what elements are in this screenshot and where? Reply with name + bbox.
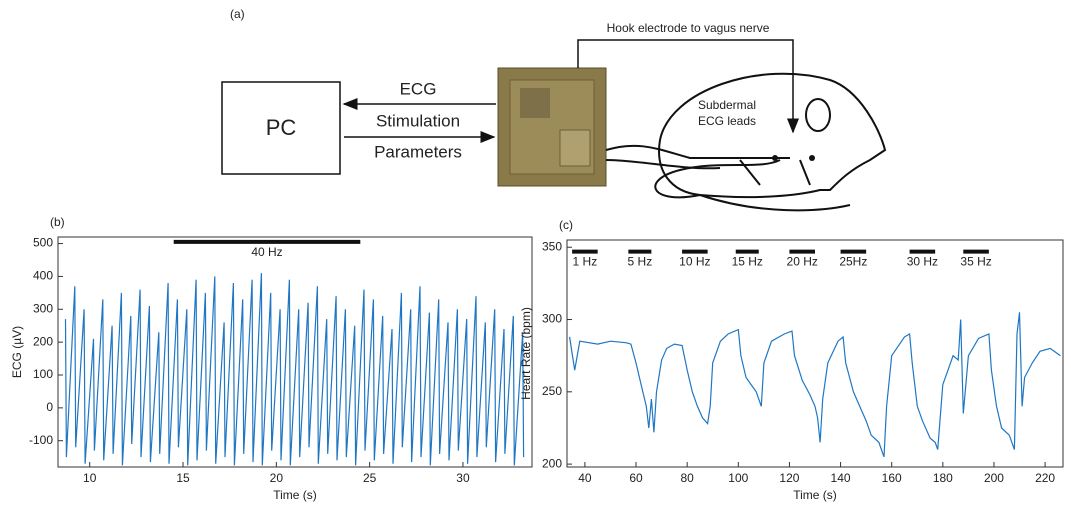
pc-box <box>221 81 341 175</box>
stim-label: 20 Hz <box>787 255 818 269</box>
panel-label: (c) <box>559 218 573 232</box>
pc-label: PC <box>266 115 297 140</box>
x-tick-label: 180 <box>933 471 953 485</box>
y-tick-label: -100 <box>29 433 53 447</box>
x-tick-label: 60 <box>629 471 643 485</box>
chip <box>497 67 607 187</box>
x-tick-label: 220 <box>1035 471 1055 485</box>
panel-label: (b) <box>50 215 65 229</box>
plot-frame <box>57 236 533 468</box>
x-tick-label: 200 <box>984 471 1004 485</box>
panel-label: (a) <box>230 7 245 21</box>
data-line <box>64 273 525 466</box>
y-tick-label: 300 <box>33 301 53 315</box>
hook-line <box>577 39 799 134</box>
stim-label: Stimulation <box>376 111 460 130</box>
x-tick-label: 20 <box>270 471 284 485</box>
y-tick-label: 0 <box>46 400 53 414</box>
y-tick-label: 200 <box>33 334 53 348</box>
y-tick-label: 200 <box>542 456 562 470</box>
stim-label: 15 Hz <box>732 255 763 269</box>
rat <box>605 72 887 212</box>
ecg-label: ECG <box>400 79 437 98</box>
lead-dot <box>809 155 815 161</box>
plot-frame <box>566 239 1064 468</box>
hook-label: Hook electrode to vagus nerve <box>607 21 770 35</box>
x-tick-label: 30 <box>456 471 470 485</box>
stim-label: 5 Hz <box>628 255 653 269</box>
x-tick-label: 10 <box>83 471 97 485</box>
y-axis-title: Heart Rate (bpm) <box>519 307 533 400</box>
stim-label: 25Hz <box>839 255 867 269</box>
stim-label: 30 Hz <box>907 255 938 269</box>
y-tick-label: 250 <box>542 384 562 398</box>
leads-label: Subdermal <box>698 98 756 112</box>
x-tick-label: 80 <box>680 471 694 485</box>
stim-label: 10 Hz <box>679 255 710 269</box>
y-tick-label: 400 <box>33 269 53 283</box>
x-tick-label: 40 <box>578 471 592 485</box>
data-line <box>569 312 1061 458</box>
stim-label: 1 Hz <box>573 255 598 269</box>
x-axis-title: Time (s) <box>793 488 837 502</box>
leads-label: ECG leads <box>698 114 756 128</box>
stim-label: Parameters <box>374 142 462 161</box>
y-tick-label: 100 <box>33 367 53 381</box>
x-tick-label: 100 <box>728 471 748 485</box>
stim-label: 35 Hz <box>960 255 991 269</box>
lead-dot <box>772 155 778 161</box>
y-tick-label: 300 <box>542 312 562 326</box>
stim-label: 40 Hz <box>251 245 282 259</box>
x-tick-label: 15 <box>176 471 190 485</box>
x-tick-label: 25 <box>363 471 377 485</box>
y-axis-title: ECG (µV) <box>10 326 24 378</box>
y-tick-label: 350 <box>542 239 562 253</box>
x-tick-label: 160 <box>882 471 902 485</box>
x-axis-title: Time (s) <box>273 488 317 502</box>
x-tick-label: 120 <box>779 471 799 485</box>
y-tick-label: 500 <box>33 236 53 250</box>
x-tick-label: 140 <box>831 471 851 485</box>
